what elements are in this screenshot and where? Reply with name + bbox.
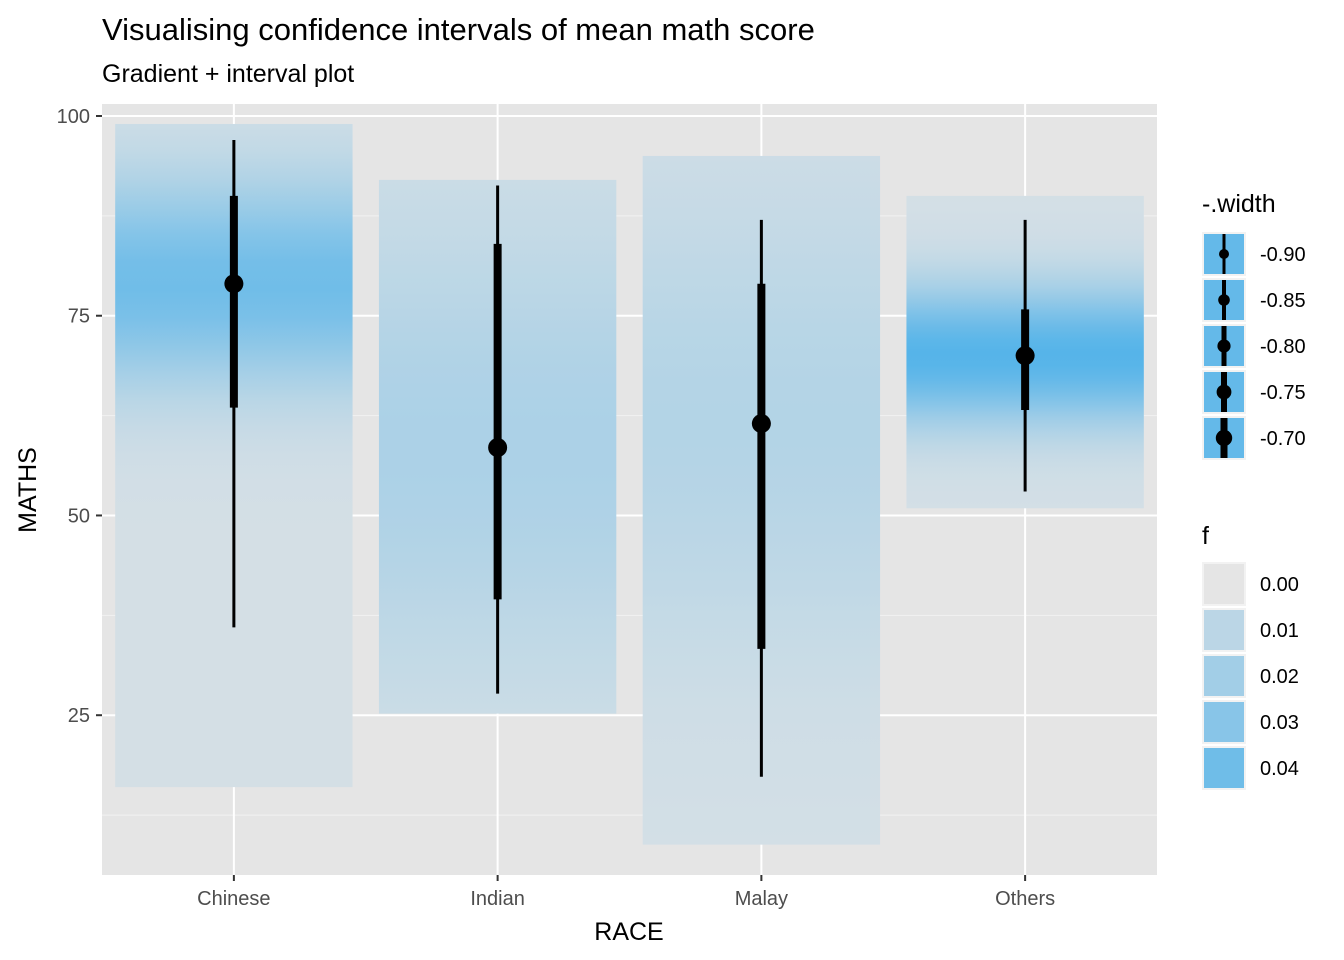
legend-label-width: -0.80 bbox=[1260, 336, 1306, 358]
legend-title-f: f bbox=[1202, 522, 1209, 550]
legend-key-point bbox=[1215, 429, 1233, 447]
legend-label-width: -0.90 bbox=[1260, 244, 1306, 266]
y-tick-label: 100 bbox=[57, 106, 90, 128]
legend: -.width -0.90 -0.85 -0.80 -0.75 -0.70 f 0.00 0.0… bbox=[1202, 190, 1306, 790]
legend-key-point bbox=[1218, 294, 1230, 306]
point-indian bbox=[488, 438, 508, 458]
x-axis-title: RACE bbox=[594, 918, 663, 946]
legend-label-width: -0.70 bbox=[1260, 428, 1306, 450]
legend-label-f: 0.04 bbox=[1260, 758, 1299, 780]
legend-key-f bbox=[1204, 702, 1244, 742]
y-axis: 25 50 75 100 bbox=[57, 106, 102, 727]
legend-label-f: 0.03 bbox=[1260, 712, 1299, 734]
point-malay bbox=[751, 414, 771, 434]
x-tick-label: Others bbox=[995, 888, 1055, 910]
legend-label-f: 0.02 bbox=[1260, 666, 1299, 688]
y-tick-label: 50 bbox=[68, 505, 90, 527]
legend-key-point bbox=[1216, 384, 1232, 400]
plot-panel bbox=[102, 104, 1157, 875]
x-axis: Chinese Indian Malay Others bbox=[197, 875, 1055, 910]
x-tick-label: Malay bbox=[735, 888, 788, 910]
y-axis-title: MATHS bbox=[14, 447, 42, 533]
legend-key-point bbox=[1219, 249, 1229, 259]
chart-subtitle: Gradient + interval plot bbox=[102, 60, 354, 88]
legend-label-f: 0.01 bbox=[1260, 620, 1299, 642]
legend-label-f: 0.00 bbox=[1260, 574, 1299, 596]
legend-key-f bbox=[1204, 564, 1244, 604]
legend-label-width: -0.85 bbox=[1260, 290, 1306, 312]
legend-label-width: -0.75 bbox=[1260, 382, 1306, 404]
y-tick-label: 25 bbox=[68, 705, 90, 727]
x-tick-label: Indian bbox=[470, 888, 525, 910]
chart-title: Visualising confidence intervals of mean… bbox=[102, 12, 815, 47]
legend-key-f bbox=[1204, 656, 1244, 696]
x-tick-label: Chinese bbox=[197, 888, 270, 910]
point-chinese bbox=[224, 274, 244, 294]
legend-key-point bbox=[1217, 339, 1231, 353]
legend-title-width: -.width bbox=[1202, 190, 1276, 218]
legend-key-f bbox=[1204, 610, 1244, 650]
point-others bbox=[1015, 346, 1035, 366]
y-tick-label: 75 bbox=[68, 306, 90, 328]
legend-key-f bbox=[1204, 748, 1244, 788]
